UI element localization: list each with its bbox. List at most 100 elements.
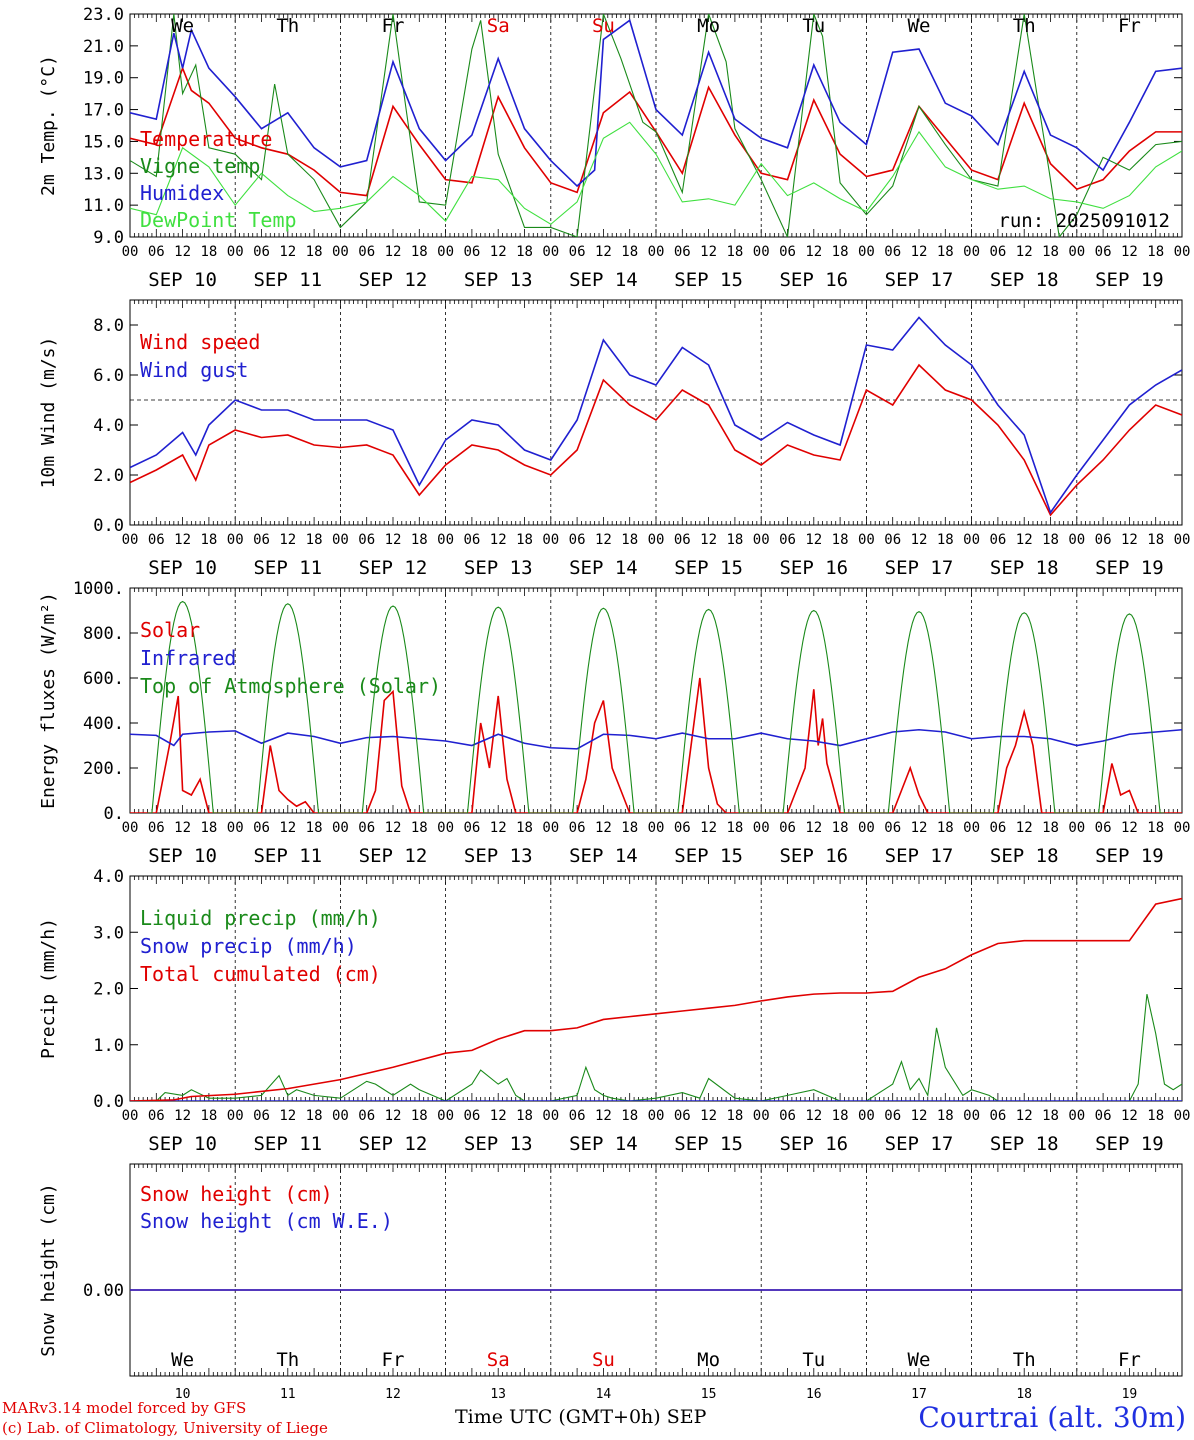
x-date-label: SEP 14 [569,557,638,579]
x-date-label: SEP 16 [779,557,848,579]
x-hour-label: 18 [1147,1108,1164,1124]
weekday-label-top: Th [1013,15,1036,37]
x-date-label: SEP 15 [674,269,743,291]
weekday-label-bottom: Th [1013,1349,1036,1371]
x-date-label: SEP 10 [148,1133,217,1155]
x-hour-label: 06 [989,244,1006,260]
x-hour-label: 06 [1095,244,1112,260]
y-tick-label: 6.0 [93,366,124,386]
x-hour-label: 00 [437,820,454,836]
x-hour-label: 18 [937,532,954,548]
x-hour-label: 00 [1068,532,1085,548]
weekday-label-top: Fr [382,15,405,37]
weekday-label-bottom: Sa [487,1349,510,1371]
x-hour-label: 12 [1121,1108,1138,1124]
x-hour-label: 06 [463,532,480,548]
x-hour-label: 06 [358,820,375,836]
x-hour-label: 18 [411,532,428,548]
x-hour-label: 18 [621,820,638,836]
x-hour-label: 18 [200,532,217,548]
x-hour-label: 18 [306,532,323,548]
x-date-label: SEP 16 [779,1133,848,1155]
x-hour-label: 18 [937,1108,954,1124]
y-tick-label: 15.0 [83,132,124,152]
x-hour-label: 06 [148,820,165,836]
x-hour-label: 18 [726,244,743,260]
y-axis-label: 2m Temp. (°C) [38,55,59,196]
x-hour-label: 00 [332,1108,349,1124]
x-hour-label: 06 [463,244,480,260]
legend-entry: DewPoint Temp [140,208,297,232]
x-hour-label: 00 [1174,1108,1191,1124]
series-group [130,14,1182,237]
y-tick-label: 4.0 [93,416,124,436]
x-hour-label: 06 [884,532,901,548]
x-hour-label: 18 [726,820,743,836]
x-hour-label: 00 [648,1108,665,1124]
series-line-wind-gust [130,316,1182,515]
x-hour-label: 18 [1042,244,1059,260]
x-hour-label: 12 [385,820,402,836]
x-hour-label: 18 [516,820,533,836]
series-line-total-cumulated-cm- [130,897,1182,1101]
legend-entry: Solar [140,618,200,642]
x-hour-label: 00 [122,532,139,548]
x-hour-label: 06 [1095,1108,1112,1124]
x-hour-label: 18 [621,244,638,260]
x-date-label: SEP 14 [569,269,638,291]
x-hour-label: 00 [542,1108,559,1124]
x-hour-label: 18 [411,244,428,260]
x-hour-label: 12 [595,820,612,836]
x-hour-label: 06 [674,820,691,836]
x-hour-label: 12 [700,820,717,836]
x-hour-label: 00 [227,1108,244,1124]
day-number-label: 18 [1016,1387,1032,1402]
y-tick-label: 1000. [73,579,124,599]
x-date-label: SEP 18 [990,269,1059,291]
x-hour-label: 12 [700,1108,717,1124]
y-axis-label: 10m Wind (m/s) [38,337,59,489]
x-date-label: SEP 11 [253,557,322,579]
x-hour-label: 12 [700,244,717,260]
y-tick-label: 4.0 [93,867,124,887]
plot-frame [129,587,1183,814]
weekday-label-top: Tu [802,15,825,37]
x-date-label: SEP 13 [464,845,533,867]
x-hour-label: 12 [490,532,507,548]
x-date-label: SEP 10 [148,269,217,291]
x-date-label: SEP 10 [148,557,217,579]
x-hour-label: 06 [674,532,691,548]
legend-entry: Snow height (cm) [140,1182,333,1206]
x-hour-label: 06 [779,532,796,548]
x-hour-label: 06 [148,1108,165,1124]
y-tick-label: 1.0 [93,1036,124,1056]
series-line-solar [130,677,1182,813]
x-date-label: SEP 15 [674,557,743,579]
x-hour-label: 18 [937,820,954,836]
x-hour-label: 00 [858,820,875,836]
legend-entry: Liquid precip (mm/h) [140,906,381,930]
x-hour-label: 12 [595,244,612,260]
x-hour-label: 00 [858,244,875,260]
x-hour-label: 00 [1174,532,1191,548]
x-hour-label: 00 [1174,244,1191,260]
x-hour-label: 00 [542,820,559,836]
y-tick-label: 0.0 [93,516,124,536]
x-hour-label: 18 [1147,532,1164,548]
x-hour-label: 06 [674,244,691,260]
x-hour-label: 12 [174,1108,191,1124]
day-number-label: 10 [175,1387,191,1402]
legend-entry: Temperature [140,127,272,151]
x-hour-label: 12 [1121,244,1138,260]
x-hour-label: 06 [253,532,270,548]
series-line-wind-speed [130,363,1182,517]
x-hour-label: 00 [227,244,244,260]
x-hour-label: 12 [1121,532,1138,548]
series-line-vigne-temp [130,14,1182,237]
panel-2 [129,299,1183,526]
x-hour-label: 12 [805,244,822,260]
y-tick-label: 0.00 [83,1281,124,1301]
x-hour-label: 12 [490,244,507,260]
day-number-label: 12 [385,1387,401,1402]
x-hour-label: 12 [911,244,928,260]
